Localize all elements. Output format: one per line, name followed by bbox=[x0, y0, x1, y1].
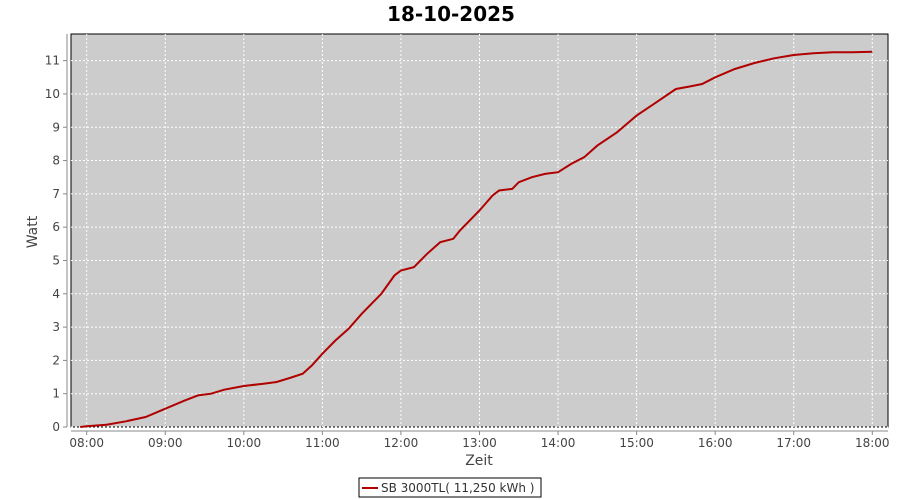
y-tick-label: 9 bbox=[52, 120, 60, 134]
x-tick-label: 09:00 bbox=[148, 436, 183, 450]
x-tick-label: 14:00 bbox=[541, 436, 576, 450]
y-tick-label: 11 bbox=[45, 54, 60, 68]
y-tick-label: 10 bbox=[45, 87, 60, 101]
legend: SB 3000TL( 11,250 kWh ) bbox=[358, 477, 542, 498]
y-tick-label: 3 bbox=[52, 320, 60, 334]
x-ticks: 08:00 09:00 10:00 11:00 12:00 13:00 14:00 15:00… bbox=[69, 431, 890, 450]
y-tick-label: 5 bbox=[52, 253, 60, 267]
x-tick-label: 16:00 bbox=[698, 436, 733, 450]
y-tick-label: 8 bbox=[52, 154, 60, 168]
y-ticks: 0 1 2 3 4 5 6 7 8 9 10 11 bbox=[45, 54, 67, 434]
legend-box bbox=[358, 477, 542, 498]
x-tick-label: 15:00 bbox=[619, 436, 654, 450]
x-tick-label: 11:00 bbox=[305, 436, 340, 450]
legend-label: SB 3000TL( 11,250 kWh ) bbox=[381, 481, 534, 495]
y-tick-label: 2 bbox=[52, 353, 60, 367]
x-tick-label: 13:00 bbox=[462, 436, 497, 450]
y-tick-label: 7 bbox=[52, 187, 60, 201]
x-tick-label: 18:00 bbox=[855, 436, 890, 450]
x-axis-label: Zeit bbox=[465, 453, 493, 469]
x-tick-label: 10:00 bbox=[227, 436, 262, 450]
series-line bbox=[80, 50, 873, 428]
x-tick-label: 17:00 bbox=[776, 436, 811, 450]
grid bbox=[71, 34, 888, 428]
x-tick-label: 12:00 bbox=[384, 436, 419, 450]
y-axis-label: Watt bbox=[25, 215, 41, 248]
x-tick-label: 08:00 bbox=[69, 436, 104, 450]
y-tick-label: 4 bbox=[52, 287, 60, 301]
y-tick-label: 1 bbox=[52, 387, 60, 401]
chart-title: 18-10-2025 bbox=[387, 2, 515, 26]
y-tick-label: 0 bbox=[52, 420, 60, 434]
y-tick-label: 6 bbox=[52, 220, 60, 234]
